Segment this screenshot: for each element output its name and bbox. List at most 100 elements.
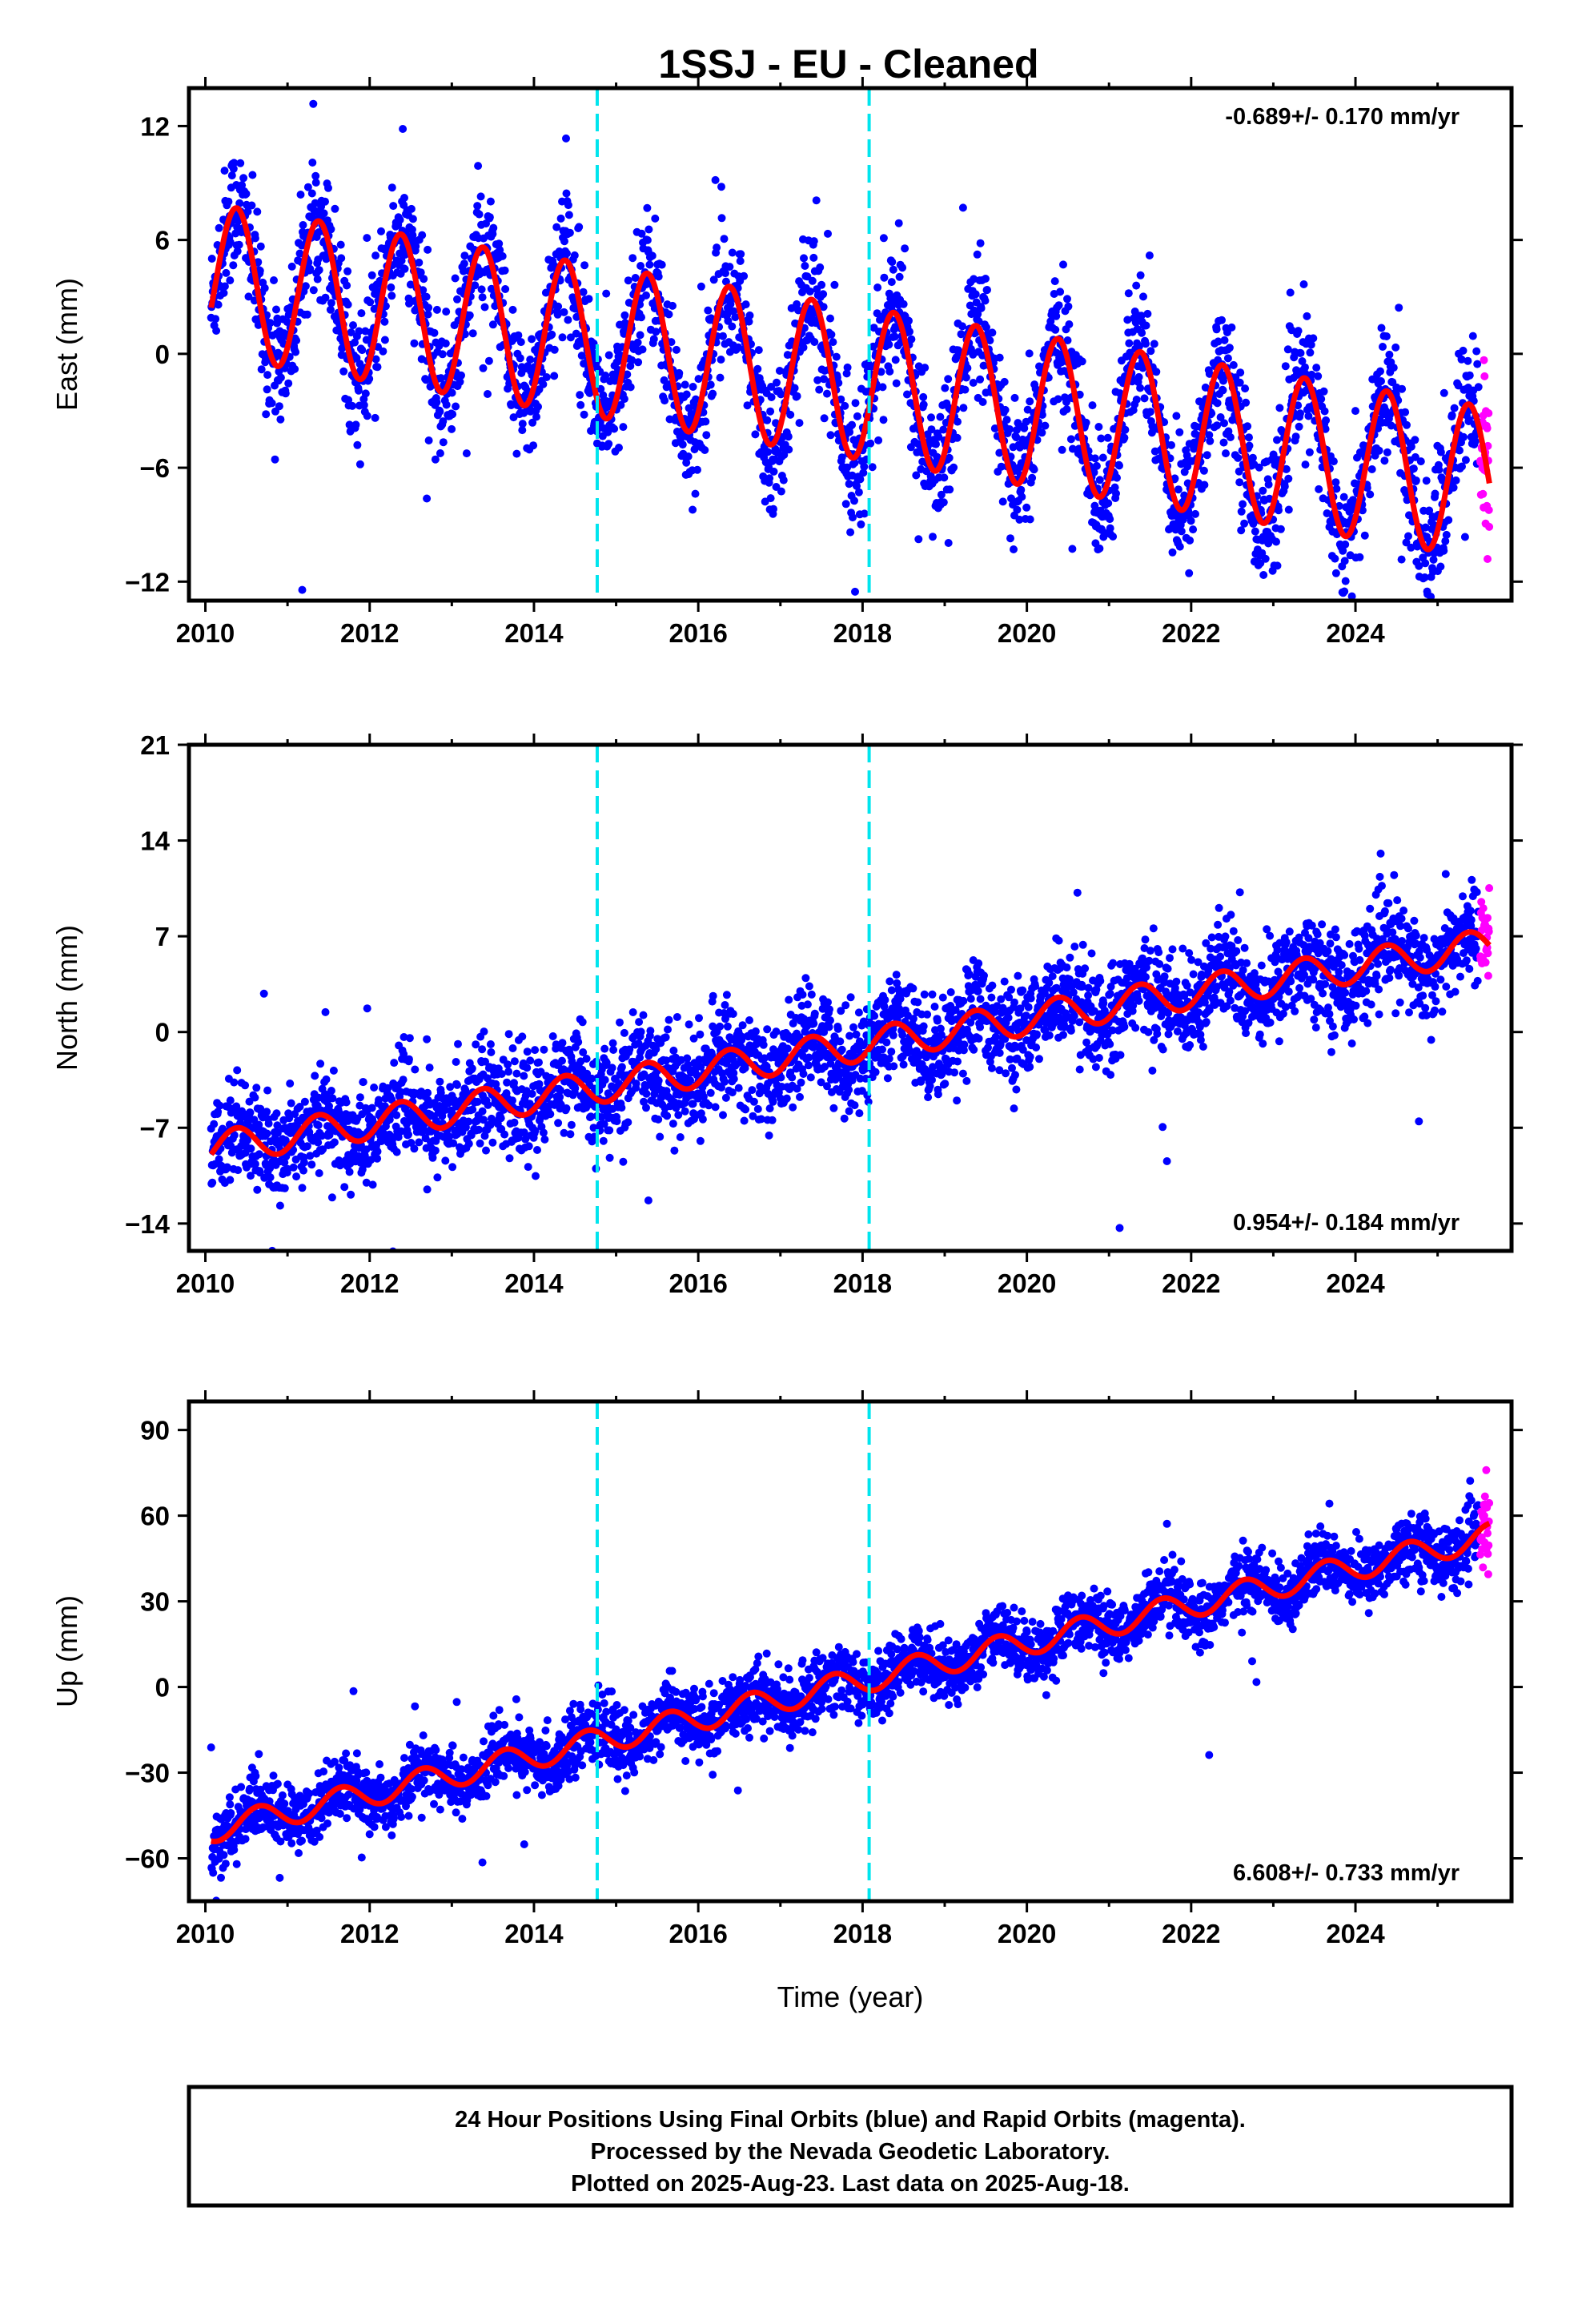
- final-point: [1145, 251, 1154, 259]
- final-point: [303, 1142, 311, 1151]
- final-point: [1236, 368, 1245, 377]
- final-point: [215, 1155, 223, 1164]
- final-point: [684, 452, 693, 460]
- final-point: [670, 1146, 679, 1155]
- final-point: [632, 1080, 640, 1088]
- final-point: [692, 395, 700, 404]
- final-point: [824, 229, 832, 238]
- final-point: [212, 327, 221, 335]
- final-point: [377, 227, 385, 235]
- final-point: [736, 257, 745, 265]
- final-point: [534, 402, 542, 411]
- final-point: [721, 1093, 730, 1102]
- final-point: [564, 211, 573, 219]
- final-point: [231, 229, 240, 238]
- final-point: [407, 204, 416, 213]
- final-point: [870, 1011, 879, 1020]
- final-point: [646, 1027, 655, 1035]
- final-point: [661, 396, 669, 405]
- final-point: [840, 1114, 849, 1123]
- final-point: [728, 322, 737, 331]
- final-point: [357, 309, 366, 318]
- final-point: [620, 311, 629, 320]
- final-point: [716, 1022, 725, 1031]
- final-point: [1229, 360, 1238, 369]
- final-point: [252, 1084, 261, 1092]
- final-point: [500, 266, 509, 275]
- final-point: [495, 239, 504, 248]
- final-point: [399, 125, 408, 133]
- final-point: [215, 1101, 224, 1110]
- final-point: [1095, 544, 1104, 553]
- final-point: [208, 1178, 217, 1187]
- final-point: [958, 322, 966, 331]
- final-point: [348, 401, 356, 410]
- final-point: [729, 1075, 738, 1084]
- final-point: [272, 1109, 281, 1118]
- final-point: [1150, 340, 1158, 348]
- final-point: [1436, 562, 1445, 571]
- final-point: [1358, 506, 1367, 515]
- final-point: [248, 171, 257, 179]
- final-point: [819, 303, 828, 312]
- final-point: [323, 1122, 331, 1131]
- final-point: [528, 418, 537, 427]
- final-point: [287, 1099, 295, 1108]
- final-point: [238, 181, 247, 190]
- final-point: [1222, 449, 1230, 458]
- final-point: [349, 321, 357, 330]
- final-point: [306, 1152, 315, 1160]
- final-point: [315, 228, 323, 236]
- final-point: [1001, 405, 1010, 414]
- final-point: [981, 296, 990, 305]
- final-point: [579, 287, 588, 296]
- final-point: [1235, 478, 1244, 487]
- final-point: [789, 1103, 797, 1112]
- final-point: [275, 402, 283, 411]
- final-point: [351, 338, 359, 347]
- y-tick-label: −6: [139, 453, 170, 483]
- final-point: [868, 463, 877, 472]
- final-point: [243, 1136, 251, 1144]
- final-point: [600, 1044, 609, 1053]
- final-point: [1065, 320, 1074, 328]
- final-point: [222, 268, 231, 277]
- final-point: [289, 1163, 298, 1172]
- final-point: [367, 1156, 375, 1164]
- final-point: [669, 1046, 678, 1055]
- final-point: [1397, 555, 1406, 564]
- final-point: [255, 1120, 263, 1129]
- y-tick-label: 0: [155, 340, 170, 369]
- final-point: [599, 1136, 608, 1145]
- final-point: [1444, 516, 1453, 525]
- final-point: [1421, 559, 1430, 568]
- final-point: [484, 1100, 492, 1109]
- final-point: [1243, 422, 1252, 431]
- final-point: [1251, 527, 1259, 536]
- final-point: [958, 203, 967, 212]
- final-point: [296, 191, 305, 199]
- final-point: [751, 1027, 760, 1035]
- final-point: [669, 301, 677, 310]
- final-point: [619, 423, 628, 432]
- final-point: [660, 376, 669, 384]
- final-point: [367, 1104, 376, 1112]
- final-point: [929, 533, 937, 541]
- final-point: [1457, 355, 1466, 364]
- final-point: [1113, 473, 1121, 482]
- final-point: [1051, 325, 1060, 334]
- final-point: [860, 509, 869, 518]
- final-point: [986, 336, 994, 345]
- final-point: [1026, 515, 1034, 524]
- final-point: [424, 304, 433, 312]
- final-point: [465, 311, 474, 320]
- final-point: [669, 1120, 677, 1128]
- final-point: [453, 1080, 461, 1089]
- final-point: [1272, 537, 1280, 546]
- final-point: [1106, 515, 1114, 524]
- final-point: [1273, 561, 1282, 570]
- final-point: [322, 1075, 331, 1084]
- final-point: [777, 487, 785, 496]
- final-point: [741, 1105, 750, 1114]
- final-point: [439, 417, 448, 426]
